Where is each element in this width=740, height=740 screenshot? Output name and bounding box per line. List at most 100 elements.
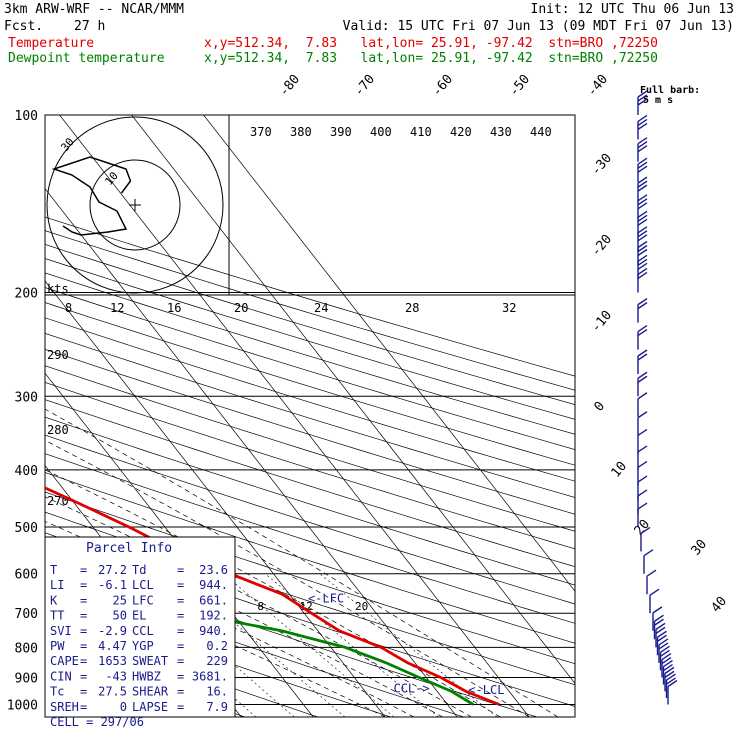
mixing-ratio-line: [319, 573, 498, 717]
parcel-key: CAPE: [50, 654, 79, 668]
parcel-key: EL: [132, 609, 146, 623]
wind-barb-flag: [637, 329, 648, 337]
pressure-tick-label: 400: [15, 464, 38, 479]
inset-tick-label: 24: [314, 301, 328, 315]
isotherm-label: -50: [507, 72, 534, 100]
wind-barb-flag: [637, 218, 648, 226]
dry-adiabat: [45, 332, 575, 498]
theta-label: 430: [490, 125, 512, 139]
parcel-value: 229: [206, 654, 228, 668]
wind-barb: [646, 569, 657, 595]
parcel-value: 50: [113, 609, 127, 623]
wind-barb: [637, 411, 648, 436]
fcst-label: Fcst.: [4, 19, 44, 34]
isotherm-label: 30: [689, 537, 711, 559]
lcl-annotation: <-LCL: [468, 683, 504, 697]
wind-barb-flag: [637, 298, 648, 306]
wind-barb-flag: [637, 141, 648, 149]
hodograph-trace: [51, 156, 132, 236]
wind-barb-flag: [637, 202, 648, 210]
mixing-ratio-line: [177, 573, 346, 717]
wind-barb: [637, 445, 648, 470]
wind-barb-flag: [658, 638, 669, 646]
wind-barb-flag: [661, 652, 672, 661]
isotherm-label: -30: [589, 151, 616, 179]
wind-barb: [653, 614, 664, 640]
parcel-eq: =: [177, 624, 184, 638]
pressure-tick-label: 900: [15, 672, 38, 687]
wind-barb: [637, 176, 648, 202]
wind-barb-flag: [637, 475, 648, 483]
parcel-key: LCL: [132, 578, 154, 592]
parcel-value: 944.: [199, 578, 228, 592]
inset-tick-label: 20: [234, 301, 248, 315]
parcel-eq: =: [80, 593, 87, 607]
dry-adiabat: [45, 575, 464, 717]
wind-barb: [655, 622, 666, 648]
parcel-value: -6.1: [98, 578, 127, 592]
wind-barb-flag: [654, 618, 664, 626]
parcel-eq: =: [177, 563, 184, 577]
parcel-info-title: Parcel Info: [86, 541, 172, 556]
wind-barb-flag: [652, 606, 663, 614]
parcel-eq: =: [80, 609, 87, 623]
theta-label: 370: [250, 125, 272, 139]
dry-adiabat: [45, 230, 575, 391]
parcel-key: LI: [50, 578, 64, 592]
parcel-eq: =: [177, 609, 184, 623]
parcel-info-panel: [44, 536, 236, 718]
dry-adiabat: [45, 434, 575, 605]
wind-barb-flag: [660, 649, 670, 657]
wind-barb-flag: [637, 180, 648, 188]
wind-barb-flag: [637, 254, 648, 262]
wind-barb-flag: [646, 569, 657, 577]
wind-barb: [665, 673, 676, 699]
parcel-value: 27.2: [98, 563, 127, 577]
hodograph-ring-outer: [46, 116, 224, 294]
wind-barb-flag: [637, 353, 648, 361]
dry-adiabat: [45, 598, 391, 717]
wind-barb-flag: [637, 460, 648, 469]
hodograph-units: kts: [47, 282, 69, 296]
mixing-ratio-label: 8: [257, 600, 264, 613]
dry-adiabat: [45, 244, 575, 406]
wind-barb-flag: [637, 349, 648, 357]
wind-barb-flag: [655, 626, 666, 634]
wind-barb-flag: [660, 645, 670, 653]
wind-barb: [637, 460, 648, 486]
parcel-key: SVI: [50, 624, 72, 638]
wind-barb-flag: [637, 258, 648, 266]
wind-barb-flag: [637, 248, 648, 257]
dry-adiabat: [45, 472, 575, 644]
wind-barb-flag: [664, 670, 675, 678]
wind-barb-flag: [637, 118, 648, 126]
pressure-tick-label: 1000: [7, 699, 38, 714]
parcel-key: SHEAR: [132, 685, 169, 699]
pressure-tick-label: 600: [15, 568, 38, 583]
dry-adiabat: [45, 348, 575, 515]
inset-theta-label: 280: [47, 423, 69, 437]
wind-barb-flag: [637, 271, 648, 280]
parcel-value: 0.2: [206, 639, 228, 653]
parcel-value: 27.5: [98, 685, 127, 699]
wind-barb-flag: [637, 230, 648, 238]
wind-barb: [637, 371, 648, 397]
dry-adiabat: [45, 453, 575, 624]
isotherm-line: [45, 280, 386, 717]
wind-barb-flag: [637, 198, 648, 206]
pressure-tick-label: 700: [15, 607, 38, 622]
lfc-annotation: <-LFC: [308, 592, 344, 606]
mixing-ratio-label: 12: [300, 600, 313, 613]
moist-adiabat: [45, 408, 559, 717]
parcel-eq: =: [80, 578, 87, 592]
parcel-eq: =: [80, 685, 87, 699]
wind-barb: [661, 652, 672, 678]
parcel-eq: =: [177, 654, 184, 668]
parcel-key: PW: [50, 639, 65, 653]
parcel-value: 0: [120, 700, 127, 714]
wind-barb-flag: [655, 622, 666, 630]
wind-barb: [637, 392, 648, 417]
hodograph-ring-label: 30: [58, 135, 76, 154]
hodograph-ring-label: 10: [102, 169, 120, 188]
wind-barb-flag: [666, 673, 676, 681]
